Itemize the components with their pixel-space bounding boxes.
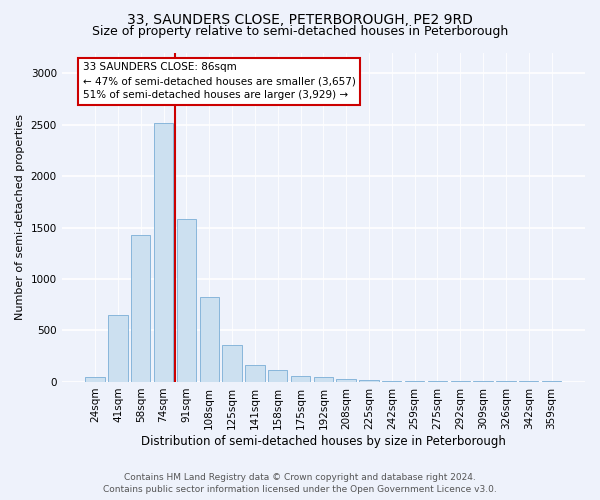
Y-axis label: Number of semi-detached properties: Number of semi-detached properties bbox=[15, 114, 25, 320]
Bar bbox=[382, 381, 401, 382]
X-axis label: Distribution of semi-detached houses by size in Peterborough: Distribution of semi-detached houses by … bbox=[141, 434, 506, 448]
Text: Contains HM Land Registry data © Crown copyright and database right 2024.
Contai: Contains HM Land Registry data © Crown c… bbox=[103, 472, 497, 494]
Text: Size of property relative to semi-detached houses in Peterborough: Size of property relative to semi-detach… bbox=[92, 25, 508, 38]
Text: 33, SAUNDERS CLOSE, PETERBOROUGH, PE2 9RD: 33, SAUNDERS CLOSE, PETERBOROUGH, PE2 9R… bbox=[127, 12, 473, 26]
Bar bbox=[291, 376, 310, 382]
Bar bbox=[200, 296, 219, 382]
Bar bbox=[85, 377, 105, 382]
Bar bbox=[359, 380, 379, 382]
Bar bbox=[245, 365, 265, 382]
Bar bbox=[154, 122, 173, 382]
Bar bbox=[131, 234, 151, 382]
Bar bbox=[405, 381, 424, 382]
Bar bbox=[177, 220, 196, 382]
Bar bbox=[108, 315, 128, 382]
Bar bbox=[223, 345, 242, 382]
Bar bbox=[337, 379, 356, 382]
Bar bbox=[268, 370, 287, 382]
Text: 33 SAUNDERS CLOSE: 86sqm
← 47% of semi-detached houses are smaller (3,657)
51% o: 33 SAUNDERS CLOSE: 86sqm ← 47% of semi-d… bbox=[83, 62, 355, 100]
Bar bbox=[314, 378, 333, 382]
